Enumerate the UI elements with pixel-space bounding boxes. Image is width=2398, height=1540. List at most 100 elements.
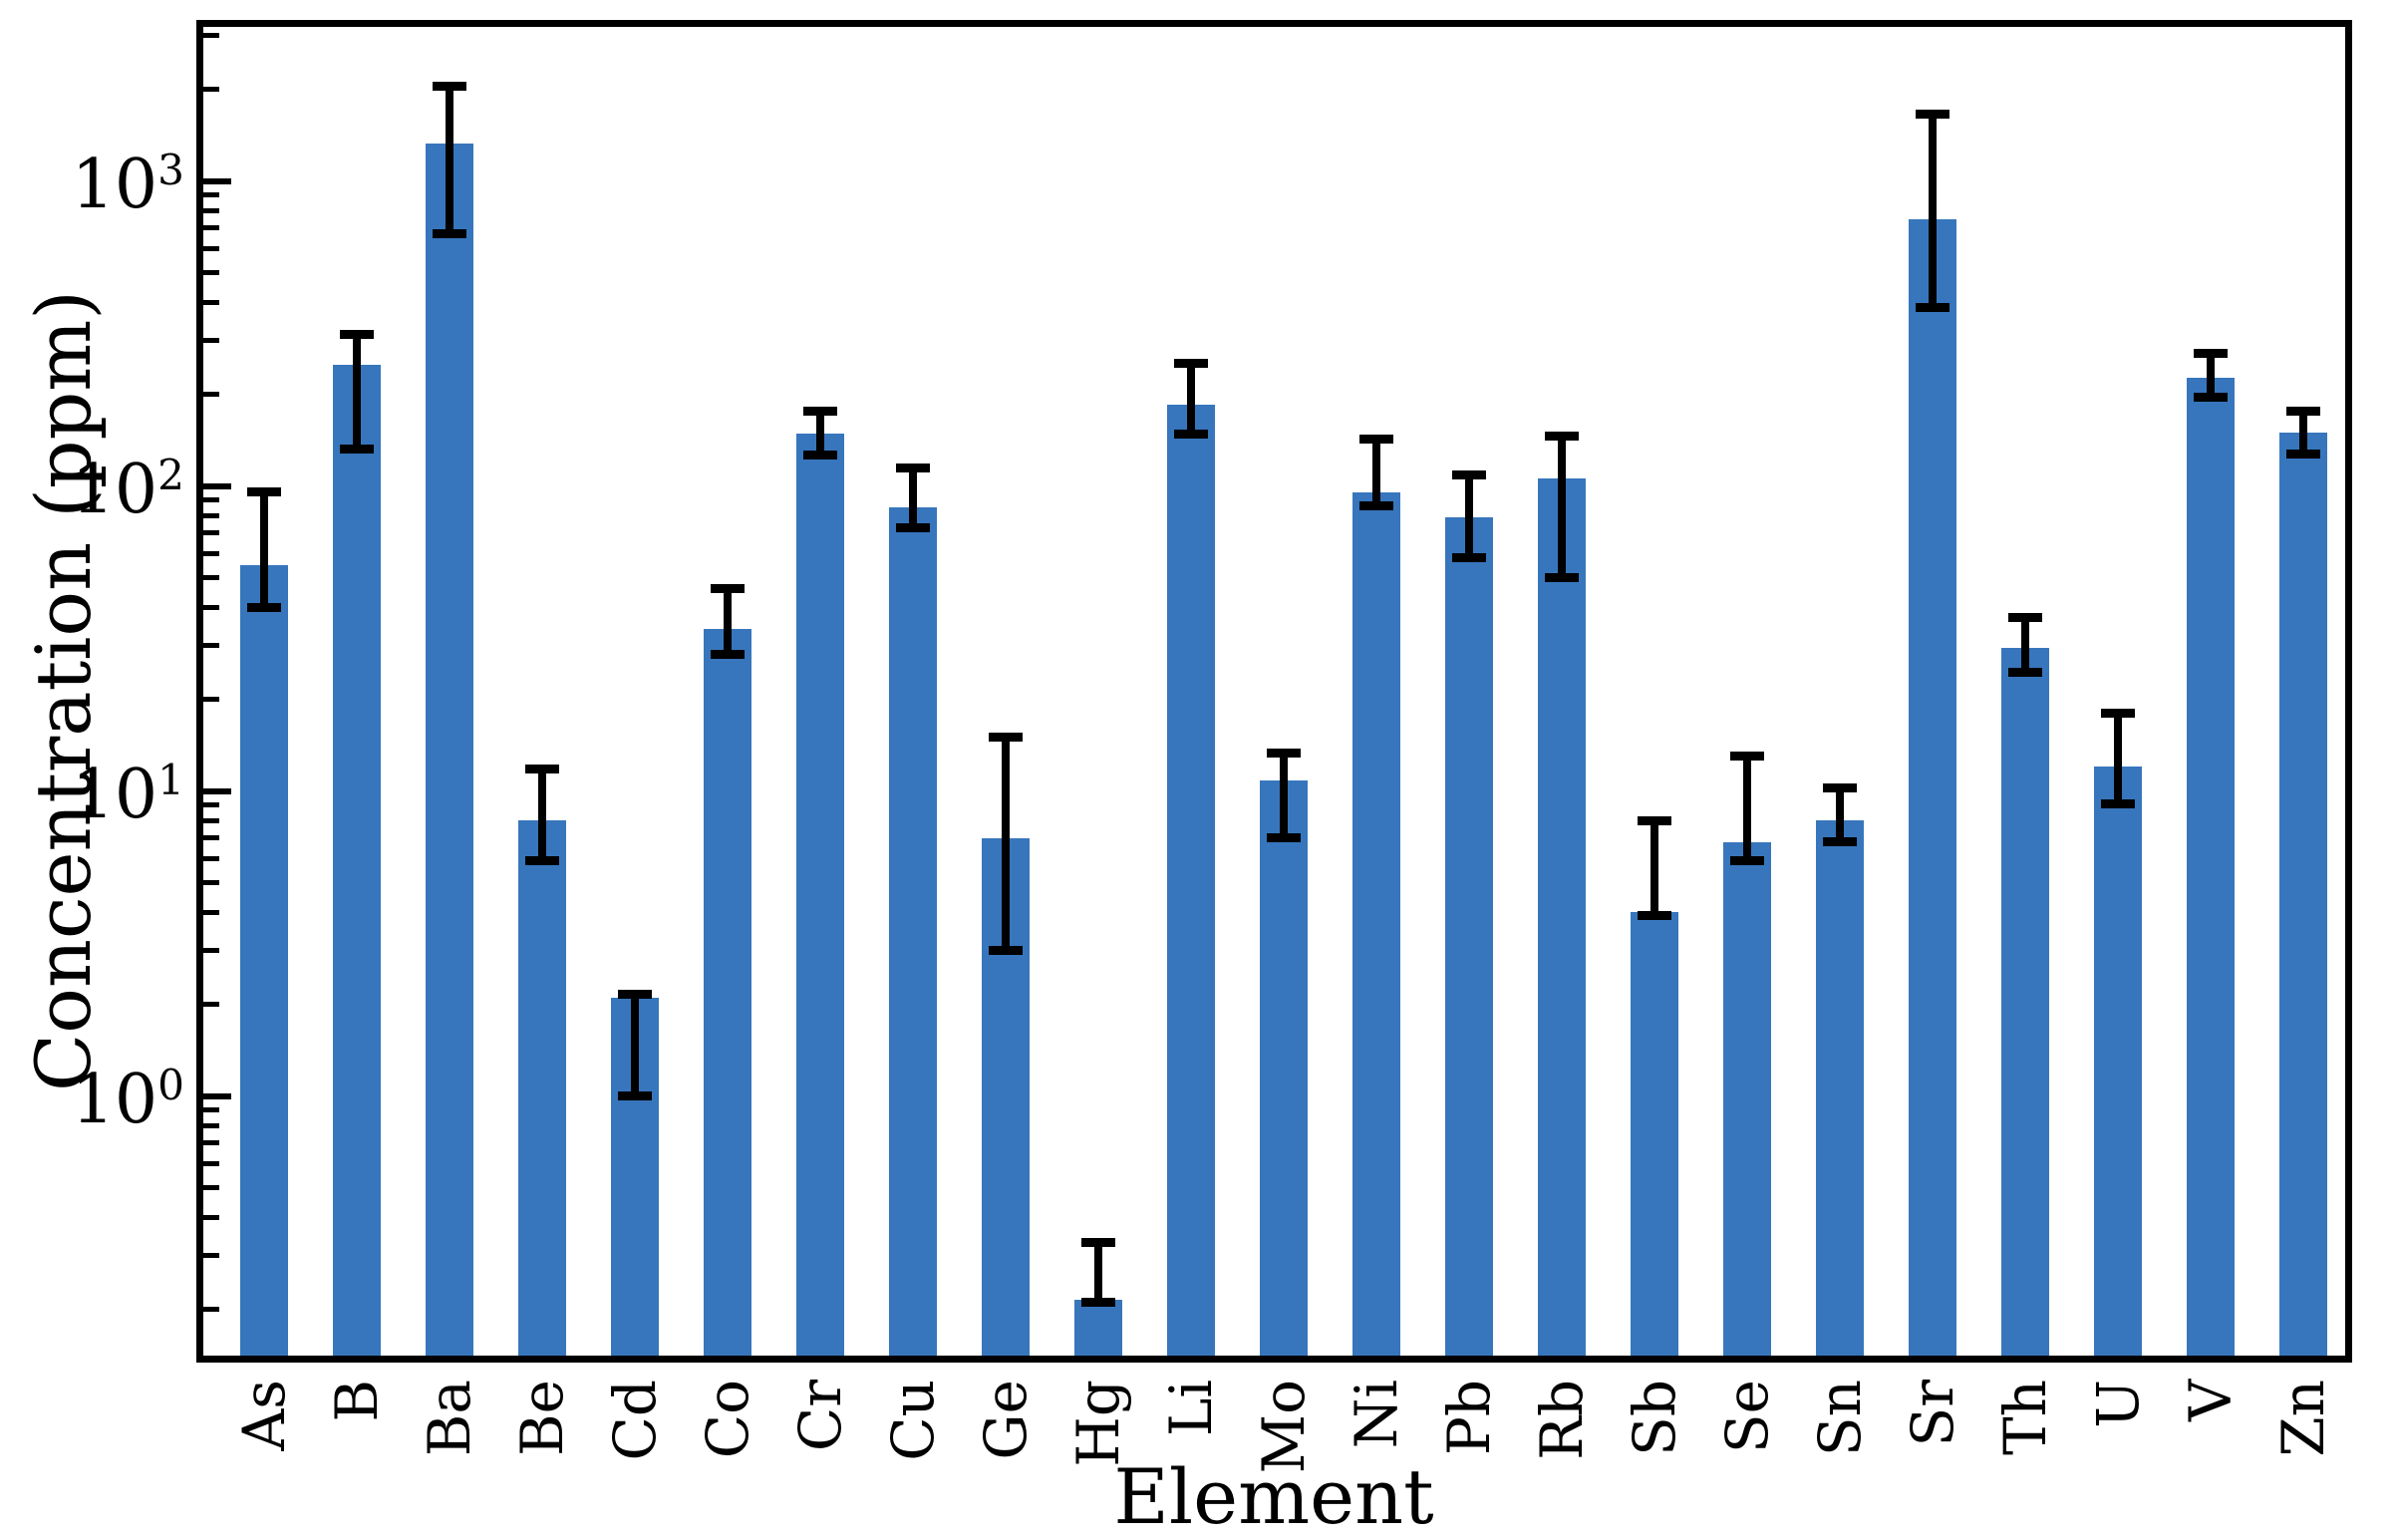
- y-axis-minor-tick: [203, 512, 219, 518]
- error-cap-top-Sn: [1823, 783, 1857, 793]
- x-tick-label-Rb: Rb: [1528, 1380, 1596, 1460]
- y-axis-minor-tick: [203, 1001, 219, 1007]
- error-cap-bottom-Se: [1730, 856, 1764, 866]
- bar-U: [2094, 767, 2142, 1356]
- y-axis-minor-tick: [203, 550, 219, 556]
- y-axis-minor-tick: [203, 270, 219, 276]
- bar-Hg: [1074, 1299, 1122, 1356]
- y-axis-minor-tick: [203, 225, 219, 231]
- x-tick-label-Zn: Zn: [2269, 1380, 2337, 1457]
- error-cap-bottom-Ba: [433, 229, 466, 239]
- y-axis-minor-tick: [203, 880, 219, 886]
- y-axis-minor-tick: [203, 497, 219, 503]
- x-tick-label-Pb: Pb: [1435, 1380, 1503, 1456]
- error-cap-top-As: [247, 486, 281, 496]
- x-tick-label-Se: Se: [1713, 1380, 1781, 1454]
- error-cap-bottom-V: [2194, 392, 2228, 402]
- y-axis-minor-tick: [203, 86, 219, 92]
- x-tick-label-As: As: [230, 1380, 298, 1451]
- error-bar-Li: [1187, 363, 1195, 435]
- bar-Li: [1167, 404, 1215, 1356]
- y-axis-minor-tick: [203, 1253, 219, 1259]
- y-axis-minor-tick: [203, 643, 219, 649]
- x-tick-label-B: B: [323, 1380, 391, 1422]
- bar-Rb: [1538, 477, 1586, 1356]
- y-axis-title: Concentration (ppm): [19, 290, 108, 1091]
- error-cap-top-Ge: [989, 733, 1023, 743]
- y-axis-minor-tick: [203, 192, 219, 198]
- error-cap-bottom-Co: [711, 650, 745, 660]
- error-cap-top-Cd: [618, 990, 652, 1000]
- bar-Sn: [1816, 820, 1864, 1356]
- error-cap-bottom-B: [340, 445, 374, 455]
- error-cap-top-Th: [2008, 613, 2042, 623]
- error-cap-top-U: [2101, 708, 2135, 718]
- y-axis-minor-tick: [203, 604, 219, 610]
- y-axis-minor-tick: [203, 1160, 219, 1166]
- x-tick-label-Cu: Cu: [879, 1380, 947, 1461]
- y-axis-minor-tick: [203, 207, 219, 213]
- x-axis-title: Element: [1113, 1452, 1434, 1540]
- error-cap-bottom-Sr: [1916, 302, 1949, 312]
- y-axis-minor-tick: [203, 575, 219, 581]
- error-bar-As: [260, 491, 268, 608]
- y-tick-label-1e3: 103: [71, 145, 184, 224]
- y-axis-minor-tick: [203, 855, 219, 861]
- plot-area: [196, 20, 2352, 1363]
- error-bar-Zn: [2299, 411, 2307, 455]
- error-cap-top-Sr: [1916, 109, 1949, 119]
- y-axis-minor-tick: [203, 391, 219, 397]
- error-cap-bottom-Mo: [1267, 833, 1301, 843]
- bar-Mo: [1260, 780, 1308, 1356]
- bar-Ni: [1352, 492, 1400, 1356]
- error-cap-bottom-As: [247, 602, 281, 612]
- y-axis-minor-tick: [203, 1185, 219, 1191]
- error-cap-top-Co: [711, 584, 745, 594]
- error-cap-bottom-Cr: [803, 451, 837, 461]
- error-cap-bottom-Rb: [1545, 573, 1579, 583]
- error-bar-Rb: [1558, 436, 1566, 578]
- y-axis-major-tick: [203, 1092, 231, 1099]
- y-axis-minor-tick: [203, 299, 219, 305]
- y-axis-minor-tick: [203, 33, 219, 39]
- error-cap-bottom-Hg: [1081, 1298, 1115, 1308]
- bar-Pb: [1445, 516, 1493, 1356]
- y-axis-minor-tick: [203, 530, 219, 536]
- error-bar-Co: [724, 588, 732, 655]
- y-axis-minor-tick: [203, 817, 219, 823]
- error-bar-Cr: [816, 411, 824, 456]
- y-tick-label-1e0: 100: [71, 1060, 184, 1139]
- error-bar-Ba: [446, 86, 453, 234]
- error-cap-top-Ba: [433, 81, 466, 91]
- bar-Cu: [889, 507, 937, 1356]
- error-cap-bottom-Li: [1174, 429, 1208, 439]
- error-bar-Be: [538, 769, 546, 861]
- error-bar-Sb: [1650, 820, 1658, 916]
- x-tick-label-Co: Co: [694, 1380, 761, 1459]
- x-tick-label-Ni: Ni: [1343, 1380, 1410, 1449]
- error-cap-top-Hg: [1081, 1238, 1115, 1248]
- bar-Sb: [1631, 912, 1678, 1356]
- error-cap-bottom-Zn: [2286, 450, 2320, 460]
- error-bar-Sr: [1929, 114, 1937, 308]
- bar-Ba: [426, 143, 473, 1356]
- y-axis-minor-tick: [203, 1214, 219, 1220]
- y-axis-minor-tick: [203, 245, 219, 251]
- error-bar-V: [2207, 353, 2215, 398]
- error-bar-Cd: [631, 994, 639, 1096]
- x-tick-label-Th: Th: [1991, 1380, 2059, 1456]
- error-bar-Se: [1743, 756, 1751, 861]
- y-axis-major-tick: [203, 787, 231, 794]
- error-cap-top-V: [2194, 349, 2228, 359]
- error-cap-bottom-Cu: [896, 522, 930, 532]
- bar-Cr: [796, 434, 844, 1356]
- error-bar-U: [2114, 713, 2122, 804]
- x-tick-label-V: V: [2177, 1380, 2245, 1421]
- y-axis-minor-tick: [203, 338, 219, 344]
- error-bar-Cu: [909, 467, 917, 528]
- x-tick-label-Li: Li: [1157, 1380, 1225, 1437]
- bar-Co: [704, 628, 751, 1356]
- error-cap-top-Zn: [2286, 406, 2320, 416]
- x-tick-label-Ge: Ge: [972, 1380, 1040, 1460]
